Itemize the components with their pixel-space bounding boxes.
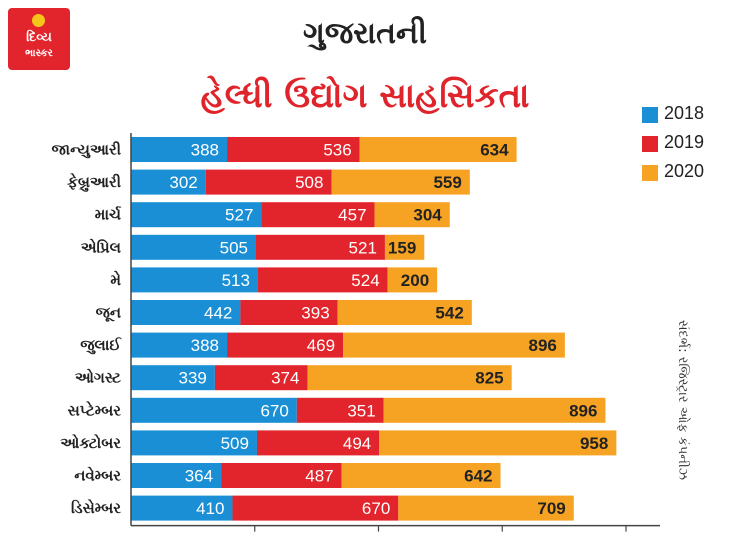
bar-2018 <box>131 463 222 488</box>
bar-2020 <box>337 300 472 325</box>
data-label-2020: 304 <box>413 206 442 225</box>
data-label-2019: 374 <box>271 369 299 388</box>
bar-2019 <box>227 137 360 162</box>
data-label-2020: 825 <box>475 369 503 388</box>
bar-2018 <box>131 202 262 228</box>
data-label-2020: 159 <box>388 238 416 257</box>
bar-2018 <box>131 430 257 456</box>
data-label-2019: 469 <box>307 336 335 355</box>
data-label-2020: 542 <box>435 304 463 323</box>
data-label-2018: 388 <box>191 336 219 355</box>
data-label-2019: 670 <box>362 499 390 518</box>
bar-2020 <box>398 495 574 521</box>
bar-2019 <box>214 365 308 391</box>
data-label-2018: 442 <box>204 304 232 323</box>
bar-2018 <box>131 267 258 293</box>
data-label-2020: 709 <box>537 499 565 518</box>
legend-swatch-2019 <box>642 136 658 152</box>
data-label-2018: 670 <box>260 401 288 420</box>
data-label-2018: 527 <box>225 206 253 225</box>
data-label-2019: 487 <box>305 467 333 486</box>
bar-2019 <box>256 430 380 456</box>
data-label-2018: 364 <box>185 467 213 486</box>
title-line-1: ગુજરાતની <box>303 16 427 51</box>
bar-2019 <box>227 332 344 358</box>
bar-2019 <box>205 169 332 195</box>
bar-2018 <box>131 332 228 358</box>
bar-2019 <box>255 234 385 260</box>
data-label-2018: 388 <box>191 141 219 160</box>
month-label: મે <box>110 270 121 289</box>
data-label-2018: 505 <box>220 238 248 257</box>
bar-2018 <box>131 234 256 260</box>
data-label-2020: 642 <box>464 467 492 486</box>
data-label-2019: 508 <box>295 173 323 192</box>
data-label-2019: 494 <box>343 434 371 453</box>
data-label-2020: 634 <box>480 141 509 160</box>
data-label-2018: 302 <box>169 173 197 192</box>
data-label-2020: 896 <box>528 336 556 355</box>
bar-2019 <box>221 463 342 488</box>
bar-2018 <box>131 397 297 423</box>
data-label-2020: 958 <box>580 434 608 453</box>
data-label-2019: 393 <box>301 304 329 323</box>
month-label: એપ્રિલ <box>81 237 122 256</box>
data-label-2018: 509 <box>221 434 249 453</box>
data-label-2018: 513 <box>222 271 250 290</box>
data-label-2019: 524 <box>351 271 379 290</box>
legend-label-2019: 2019 <box>664 132 705 152</box>
bar-2019 <box>232 495 399 521</box>
month-label: માર્ચ <box>95 206 122 224</box>
bar-2019 <box>261 202 375 228</box>
bar-2018 <box>131 169 206 195</box>
legend-swatch-2018 <box>642 107 658 123</box>
data-label-2020: 559 <box>433 173 461 192</box>
data-label-2019: 536 <box>323 141 351 160</box>
month-label: ઓક્ટોબર <box>60 433 121 452</box>
divya-bhaskar-logo: દિવ્ય ભાસ્કર <box>8 8 70 70</box>
legend-label-2020: 2020 <box>664 161 705 181</box>
logo-sun-icon <box>32 14 45 27</box>
logo-text-line2: ભાસ્કર <box>25 48 53 59</box>
bar-2020 <box>379 430 617 456</box>
bar-2020 <box>383 397 606 423</box>
bar-2019 <box>240 300 338 325</box>
month-label: ઓગસ્ટ <box>75 368 121 387</box>
data-label-2020: 896 <box>569 401 597 420</box>
bar-2019 <box>257 267 388 293</box>
bar-2020 <box>341 463 501 488</box>
data-label-2019: 521 <box>349 238 377 257</box>
bar-2019 <box>296 397 384 423</box>
data-label-2020: 200 <box>401 271 429 290</box>
legend-label-2018: 2018 <box>664 103 705 123</box>
bar-2018 <box>131 137 228 162</box>
bar-2020 <box>307 365 512 391</box>
bar-2018 <box>131 495 233 521</box>
bar-2020 <box>343 332 565 358</box>
data-label-2019: 457 <box>338 206 366 225</box>
bar-2020 <box>387 267 438 293</box>
bar-2020 <box>374 202 450 228</box>
bar-2020 <box>359 137 517 162</box>
month-label: જુલાઈ <box>80 336 122 354</box>
bar-2020 <box>384 234 425 260</box>
data-label-2018: 410 <box>196 499 224 518</box>
month-label: ડિસેમ્બર <box>71 498 121 517</box>
logo-text-line1: દિવ્ય <box>26 30 52 45</box>
bar-2018 <box>131 300 241 325</box>
bar-2020 <box>331 169 470 195</box>
month-label: જૂન <box>96 304 121 322</box>
data-label-2019: 351 <box>347 401 375 420</box>
month-label: ફેબ્રુઆરી <box>67 172 121 192</box>
data-label-2018: 339 <box>179 369 207 388</box>
title-line-2: હેલ્ધી ઉદ્યોગ સાહસિકતા <box>200 76 530 116</box>
legend-swatch-2020 <box>642 165 658 181</box>
month-label: નવેમ્બર <box>74 465 121 484</box>
month-label: સપ્ટેમ્બર <box>68 400 122 419</box>
bar-2018 <box>131 365 215 391</box>
month-label: જાન્યુઆરી <box>52 141 121 159</box>
